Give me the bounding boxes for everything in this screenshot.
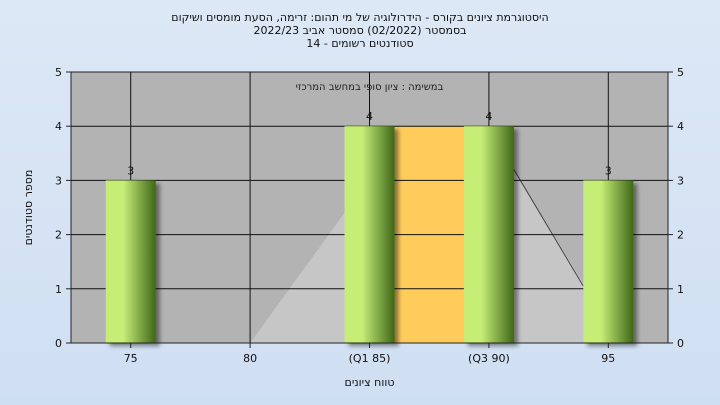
- y2-tick-label: 2: [677, 229, 684, 242]
- x-axis-title: טווח ציונים: [345, 376, 395, 389]
- bar-q185: [344, 126, 395, 343]
- distribution-area-left: [250, 212, 345, 343]
- y2-tick-label: 1: [677, 283, 684, 296]
- x-tick-label: (Q1 85): [349, 352, 391, 365]
- bar-data-label: 4: [485, 110, 492, 123]
- bar-data-label: 4: [366, 110, 373, 123]
- y-tick-label: 0: [55, 337, 62, 350]
- y-axis-title: מספר סטודנטים: [22, 170, 35, 246]
- bar-95: [583, 180, 634, 343]
- y-tick-label: 3: [55, 174, 62, 187]
- y2-tick-label: 3: [677, 174, 684, 187]
- y-tick-label: 5: [55, 66, 62, 79]
- x-tick-label: 95: [601, 352, 615, 365]
- y2-tick-label: 4: [677, 120, 684, 133]
- y2-tick-label: 5: [677, 66, 684, 79]
- x-tick-label: (Q3 90): [468, 352, 510, 365]
- distribution-line: [513, 169, 584, 287]
- y-tick-label: 2: [55, 229, 62, 242]
- bar-q390: [463, 126, 514, 343]
- chart-annotation: במשימה : ציון סופי במחשב המרכזי: [296, 82, 444, 93]
- x-tick-label: 75: [124, 352, 138, 365]
- chart-title-line-2: בסמסטר (02/2022) סמסטר אביב 2022/23: [253, 24, 467, 37]
- x-tick-label: 80: [243, 352, 257, 365]
- chart-title-line-1: היסטוגרמת ציונים בקורס - הידרולוגיה של מ…: [171, 11, 549, 24]
- y-tick-label: 4: [55, 120, 62, 133]
- bar-75: [105, 180, 156, 343]
- bar-data-label: 3: [127, 164, 134, 177]
- distribution-area-right: [513, 169, 584, 343]
- y2-tick-label: 0: [677, 337, 684, 350]
- chart-title-line-3: סטודנטים רשומים - 14: [306, 37, 414, 50]
- bar-data-label: 3: [605, 164, 612, 177]
- y-tick-label: 1: [55, 283, 62, 296]
